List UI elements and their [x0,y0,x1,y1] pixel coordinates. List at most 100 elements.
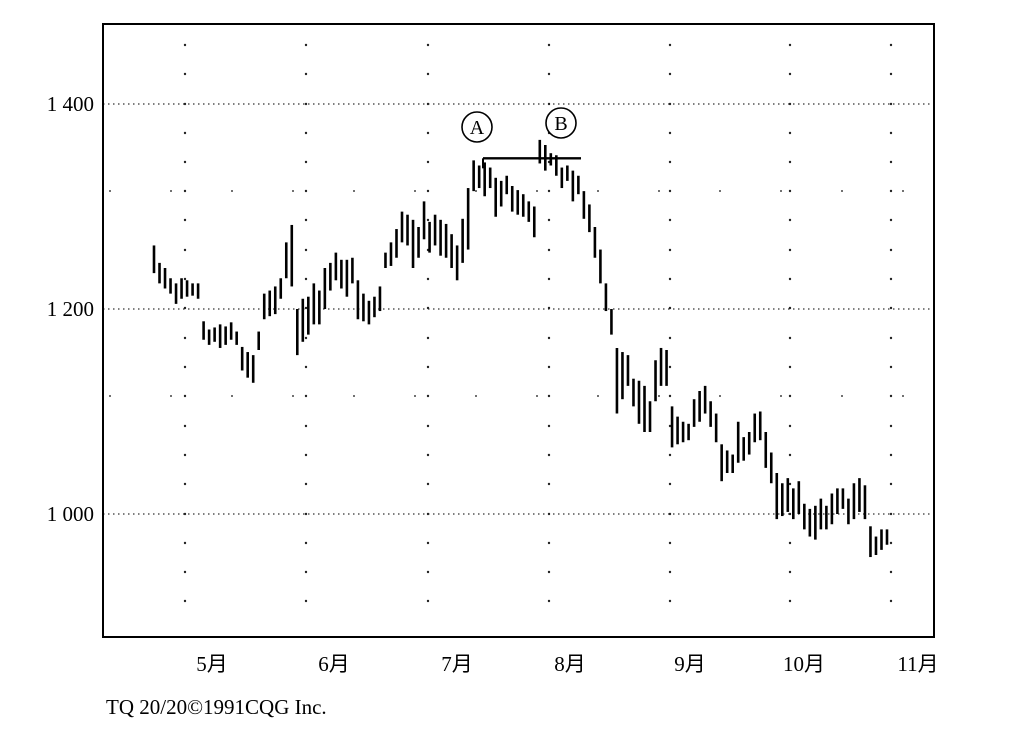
grid-dot [668,599,672,603]
grid-dot [183,336,187,340]
grid-dot [304,336,308,340]
grid-dot [109,190,111,192]
grid-dot [780,190,782,192]
grid-dot [547,218,551,222]
grid-dot [304,189,308,193]
grid-dot [788,43,792,47]
grid-dot [183,424,187,428]
grid-dot [304,453,308,457]
grid-dot [658,395,660,397]
grid-dot [889,365,893,369]
grid-dot [304,72,308,76]
grid-dot [183,365,187,369]
grid-dot [668,394,672,398]
grid-dot [183,599,187,603]
grid-dot [788,189,792,193]
grid-dot [304,248,308,252]
grid-dot [426,453,430,457]
grid-dot [536,190,538,192]
grid-dot [426,570,430,574]
grid-dot [304,482,308,486]
grid-dot [668,570,672,574]
grid-dot [183,189,187,193]
grid-dot [183,306,187,310]
grid-dot [719,190,721,192]
grid-dot [183,570,187,574]
grid-dot [719,395,721,397]
grid-dot [109,395,111,397]
x-tick-label: 6月 [318,652,350,676]
grid-dot [426,131,430,135]
grid-dot [547,277,551,281]
grid-dot [547,248,551,252]
grid-dot [183,248,187,252]
grid-dot [426,424,430,428]
grid-dot [788,218,792,222]
x-tick-label: 11月 [897,652,939,676]
grid-dot [547,394,551,398]
grid-dot [889,131,893,135]
grid-dot [304,570,308,574]
x-tick-label: 7月 [441,652,473,676]
grid-dot [889,218,893,222]
grid-dot [668,72,672,76]
grid-dot [788,365,792,369]
x-tick-label: 8月 [554,652,586,676]
grid-dot [889,570,893,574]
grid-dot [292,395,294,397]
grid-dot [788,72,792,76]
annotation-circle [545,107,577,139]
grid-dot [170,190,172,192]
plot-frame [102,23,935,638]
grid-dot [668,43,672,47]
grid-dot [788,424,792,428]
grid-dot [788,131,792,135]
grid-dot [889,248,893,252]
grid-dot [304,541,308,545]
grid-dot [668,541,672,545]
annotation-label: B [554,113,567,135]
grid-dot [668,160,672,164]
grid-dot [183,72,187,76]
grid-dot [788,599,792,603]
grid-dot [889,102,893,106]
grid-dot [547,482,551,486]
grid-dot [788,512,792,516]
grid-dot [426,512,430,516]
grid-dot [547,365,551,369]
grid-dot [353,190,355,192]
x-tick-label: 9月 [674,652,706,676]
annotation-circle [461,111,493,143]
grid-dot [889,482,893,486]
grid-dot [414,190,416,192]
grid-dot [788,453,792,457]
grid-dot [889,453,893,457]
grid-dot [426,218,430,222]
grid-dot [183,277,187,281]
grid-dot [183,541,187,545]
grid-dot [183,43,187,47]
grid-dot [547,453,551,457]
grid-dot [668,424,672,428]
x-tick-label: 10月 [783,652,825,676]
grid-dot [292,190,294,192]
grid-dot [304,277,308,281]
grid-dot [841,395,843,397]
grid-dot [788,306,792,310]
grid-dot [183,394,187,398]
grid-dot [547,424,551,428]
grid-dot [304,394,308,398]
grid-dot [902,395,904,397]
grid-dot [889,394,893,398]
grid-dot [668,189,672,193]
grid-dot [426,102,430,106]
grid-dot [170,395,172,397]
grid-dot [547,512,551,516]
grid-dot [426,277,430,281]
y-tick-label: 1 200 [46,297,94,321]
grid-dot [902,190,904,192]
price-bars [152,139,889,558]
grid-dot [426,160,430,164]
grid-dot [668,336,672,340]
grid-dot [788,277,792,281]
